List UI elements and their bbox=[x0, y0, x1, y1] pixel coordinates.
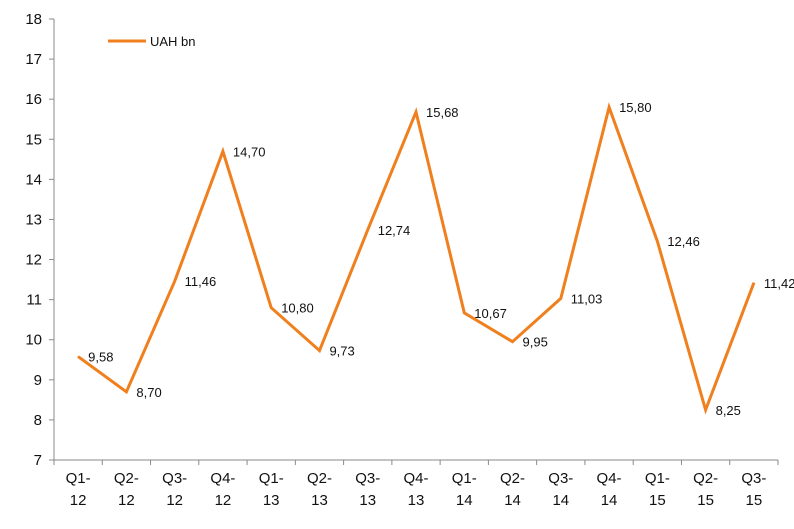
x-tick-label-line: 15 bbox=[746, 492, 763, 509]
y-tick-label: 16 bbox=[25, 91, 42, 108]
data-label: 14,70 bbox=[233, 144, 266, 159]
y-tick-label: 15 bbox=[25, 131, 42, 148]
data-label: 11,46 bbox=[185, 274, 217, 289]
x-tick-label: Q1-13 bbox=[259, 470, 284, 509]
x-tick-label-line: Q2- bbox=[693, 470, 718, 487]
data-point bbox=[753, 282, 755, 284]
data-label: 12,46 bbox=[667, 234, 700, 249]
x-tick-label-line: Q1- bbox=[452, 470, 477, 487]
data-label: 9,73 bbox=[329, 344, 354, 359]
x-tick-label-line: 15 bbox=[649, 492, 666, 509]
data-label: 9,95 bbox=[523, 335, 548, 350]
x-axis: Q1-12Q2-12Q3-12Q4-12Q1-13Q2-13Q3-13Q4-13… bbox=[53, 459, 779, 509]
data-point bbox=[560, 297, 562, 299]
data-labels: 9,58 8,70 11,46 14,70 10,80 9,73 12,74 15,68 10,… bbox=[88, 100, 794, 418]
series-line-uah-bn bbox=[77, 102, 756, 415]
data-label: 12,74 bbox=[378, 223, 411, 238]
series-layer bbox=[77, 102, 756, 415]
x-tick-label-line: Q1- bbox=[645, 470, 670, 487]
data-point bbox=[367, 229, 369, 231]
data-point bbox=[463, 312, 465, 314]
data-label: 11,03 bbox=[571, 291, 603, 306]
data-label: 10,80 bbox=[281, 301, 314, 316]
data-point bbox=[174, 280, 176, 282]
x-tick-label-line: 12 bbox=[166, 492, 183, 509]
x-tick-label-line: Q2- bbox=[500, 470, 525, 487]
x-tick-label-line: 13 bbox=[408, 492, 425, 509]
x-tick-label-line: 13 bbox=[311, 492, 328, 509]
x-tick-label-line: 15 bbox=[697, 492, 714, 509]
y-tick-label: 10 bbox=[25, 332, 42, 349]
x-tick-label: Q3-12 bbox=[162, 470, 187, 509]
data-label: 10,67 bbox=[474, 306, 507, 321]
data-label: 15,80 bbox=[619, 100, 652, 115]
data-point bbox=[608, 106, 610, 108]
data-label: 8,25 bbox=[716, 403, 741, 418]
data-label: 9,58 bbox=[88, 350, 113, 365]
y-tick-label: 11 bbox=[26, 292, 42, 309]
x-tick-label-line: 14 bbox=[552, 492, 569, 509]
y-tick-label: 17 bbox=[25, 51, 42, 68]
x-tick-label-line: 14 bbox=[456, 492, 473, 509]
data-point bbox=[656, 240, 658, 242]
x-tick-label: Q3-14 bbox=[548, 470, 573, 509]
x-tick-label-line: 14 bbox=[601, 492, 618, 509]
x-tick-label-line: Q4- bbox=[597, 470, 622, 487]
data-point bbox=[415, 111, 417, 113]
x-tick-label: Q3-13 bbox=[355, 470, 380, 509]
x-tick-label: Q2-12 bbox=[114, 470, 139, 509]
x-tick-label: Q1-12 bbox=[66, 470, 91, 509]
y-tick-label: 9 bbox=[34, 372, 42, 389]
x-tick-label: Q4-13 bbox=[403, 470, 428, 509]
y-tick-label: 8 bbox=[34, 412, 42, 429]
y-tick-label: 13 bbox=[25, 211, 42, 228]
x-tick-label-line: Q1- bbox=[259, 470, 284, 487]
x-tick-label-line: Q4- bbox=[403, 470, 428, 487]
legend-label: UAH bn bbox=[150, 34, 196, 49]
x-tick-label-line: 13 bbox=[263, 492, 280, 509]
x-tick-label-line: 14 bbox=[504, 492, 521, 509]
x-tick-label: Q1-15 bbox=[645, 470, 670, 509]
data-label: 15,68 bbox=[426, 105, 459, 120]
x-tick-label-line: Q4- bbox=[210, 470, 235, 487]
x-tick-label-line: 12 bbox=[118, 492, 135, 509]
x-tick-label-line: Q1- bbox=[66, 470, 91, 487]
data-point bbox=[77, 356, 79, 358]
x-tick-label-line: 12 bbox=[70, 492, 87, 509]
x-tick-label-line: Q3- bbox=[548, 470, 573, 487]
x-tick-label-line: Q2- bbox=[307, 470, 332, 487]
x-tick-label-line: Q3- bbox=[355, 470, 380, 487]
data-point bbox=[512, 341, 514, 343]
legend: UAH bn bbox=[108, 34, 196, 49]
data-point bbox=[270, 307, 272, 309]
x-tick-label: Q4-14 bbox=[597, 470, 622, 509]
data-label: 8,70 bbox=[136, 385, 161, 400]
x-tick-label: Q2-13 bbox=[307, 470, 332, 509]
y-tick-label: 12 bbox=[25, 252, 42, 269]
x-tick-label-line: Q3- bbox=[741, 470, 766, 487]
data-point bbox=[125, 391, 127, 393]
x-tick-label: Q2-15 bbox=[693, 470, 718, 509]
x-tick-label: Q1-14 bbox=[452, 470, 477, 509]
y-axis: 7 8 9 10 11 12 13 14 15 16 17 18 bbox=[25, 11, 55, 469]
data-point bbox=[705, 409, 707, 411]
x-tick-label-line: 12 bbox=[215, 492, 232, 509]
x-tick-label-line: 13 bbox=[359, 492, 376, 509]
x-tick-label: Q2-14 bbox=[500, 470, 525, 509]
x-tick-label: Q3-15 bbox=[741, 470, 766, 509]
data-point bbox=[222, 150, 224, 152]
y-tick-label: 7 bbox=[34, 452, 42, 469]
y-tick-label: 18 bbox=[25, 11, 42, 28]
data-label: 11,42 bbox=[764, 276, 794, 291]
x-tick-label: Q4-12 bbox=[210, 470, 235, 509]
data-point bbox=[318, 350, 320, 352]
x-tick-label-line: Q2- bbox=[114, 470, 139, 487]
x-tick-label-line: Q3- bbox=[162, 470, 187, 487]
y-tick-label: 14 bbox=[25, 171, 42, 188]
